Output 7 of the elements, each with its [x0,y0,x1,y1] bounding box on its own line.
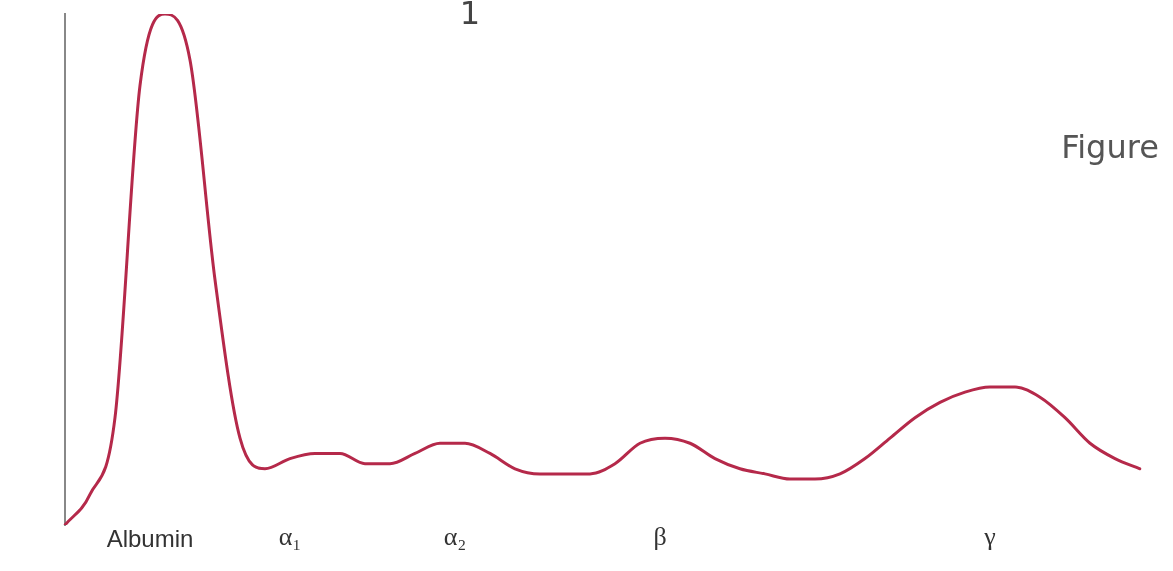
annotation: Figure [1061,128,1159,166]
annotation: α₂ [443,522,467,552]
annotation: γ [984,522,996,552]
annotation: β [653,522,667,552]
annotation: 1 [459,0,481,32]
annotation: α₁ [278,522,302,552]
annotation: Albumin [106,525,194,553]
